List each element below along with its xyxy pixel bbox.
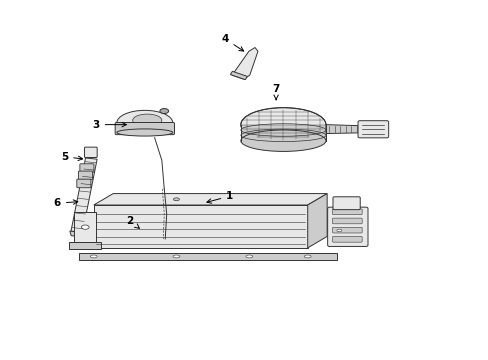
Ellipse shape	[336, 229, 341, 232]
Ellipse shape	[241, 108, 325, 141]
Ellipse shape	[304, 255, 310, 258]
Ellipse shape	[245, 255, 252, 258]
Ellipse shape	[241, 130, 325, 152]
Polygon shape	[74, 212, 96, 242]
Polygon shape	[94, 194, 326, 205]
FancyBboxPatch shape	[332, 218, 362, 224]
Ellipse shape	[81, 225, 89, 229]
Text: 7: 7	[272, 84, 279, 100]
FancyBboxPatch shape	[332, 237, 362, 242]
Polygon shape	[230, 71, 247, 80]
FancyBboxPatch shape	[84, 147, 97, 157]
Polygon shape	[241, 125, 325, 141]
Text: 1: 1	[206, 191, 233, 203]
Polygon shape	[232, 48, 258, 79]
FancyBboxPatch shape	[80, 164, 94, 172]
Ellipse shape	[160, 109, 168, 113]
FancyBboxPatch shape	[357, 121, 388, 138]
Ellipse shape	[90, 255, 97, 258]
Polygon shape	[70, 231, 83, 237]
Text: 4: 4	[221, 34, 243, 51]
Polygon shape	[71, 158, 97, 233]
FancyBboxPatch shape	[332, 227, 362, 233]
FancyBboxPatch shape	[332, 209, 362, 215]
Ellipse shape	[132, 114, 162, 127]
Ellipse shape	[173, 198, 179, 201]
Polygon shape	[307, 194, 326, 248]
FancyBboxPatch shape	[77, 179, 91, 188]
Ellipse shape	[117, 129, 172, 136]
Ellipse shape	[117, 111, 172, 135]
Text: 5: 5	[61, 152, 82, 162]
Text: 3: 3	[92, 120, 126, 130]
Polygon shape	[79, 253, 336, 260]
FancyBboxPatch shape	[332, 197, 360, 210]
Ellipse shape	[173, 255, 180, 258]
FancyBboxPatch shape	[115, 122, 174, 135]
FancyBboxPatch shape	[327, 207, 367, 247]
Polygon shape	[94, 205, 307, 248]
Text: 6: 6	[54, 198, 78, 208]
Polygon shape	[325, 125, 359, 134]
Text: 2: 2	[126, 216, 139, 228]
Polygon shape	[69, 242, 101, 249]
FancyBboxPatch shape	[78, 171, 92, 180]
